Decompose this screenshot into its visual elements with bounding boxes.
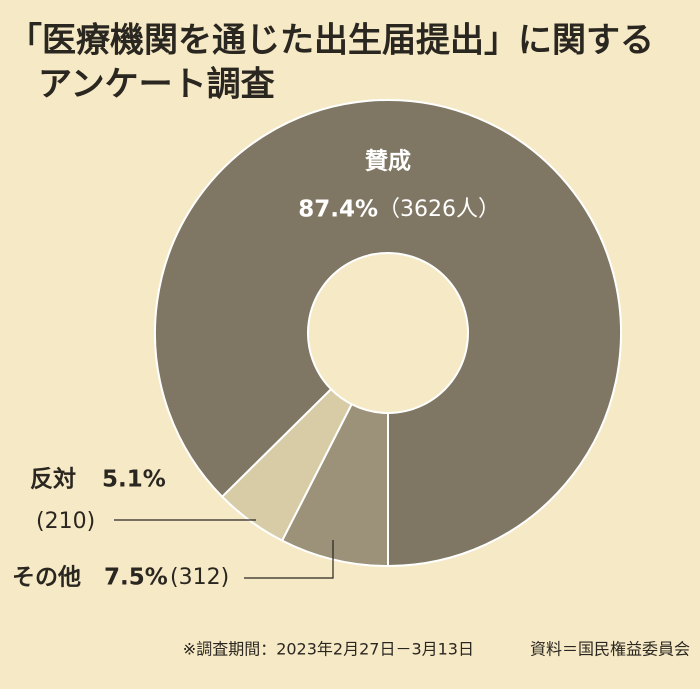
value-label: 87.4% xyxy=(298,197,378,223)
slice-label: 賛成 xyxy=(365,149,411,175)
wedge xyxy=(154,99,622,568)
note: ※調査期間：2023年2月27日－3月13日 xyxy=(183,640,474,659)
count-label: (210) xyxy=(36,509,95,534)
value-label: 5.1% xyxy=(102,467,166,493)
count-label: （3626人） xyxy=(378,197,500,222)
value-label: 7.5% xyxy=(104,565,168,591)
note: 資料＝国民権益委員会 xyxy=(530,640,690,659)
slice-label: 反対 xyxy=(30,467,76,493)
leader-line xyxy=(244,540,334,579)
chart-title: アンケート調査 xyxy=(38,65,275,105)
donut xyxy=(154,99,622,568)
slice-label: その他 xyxy=(12,565,81,591)
chart-title: 「医療機関を通じた出生届提出」に関する xyxy=(8,21,654,61)
count-label: (312) xyxy=(170,565,229,590)
wedge xyxy=(280,402,389,568)
